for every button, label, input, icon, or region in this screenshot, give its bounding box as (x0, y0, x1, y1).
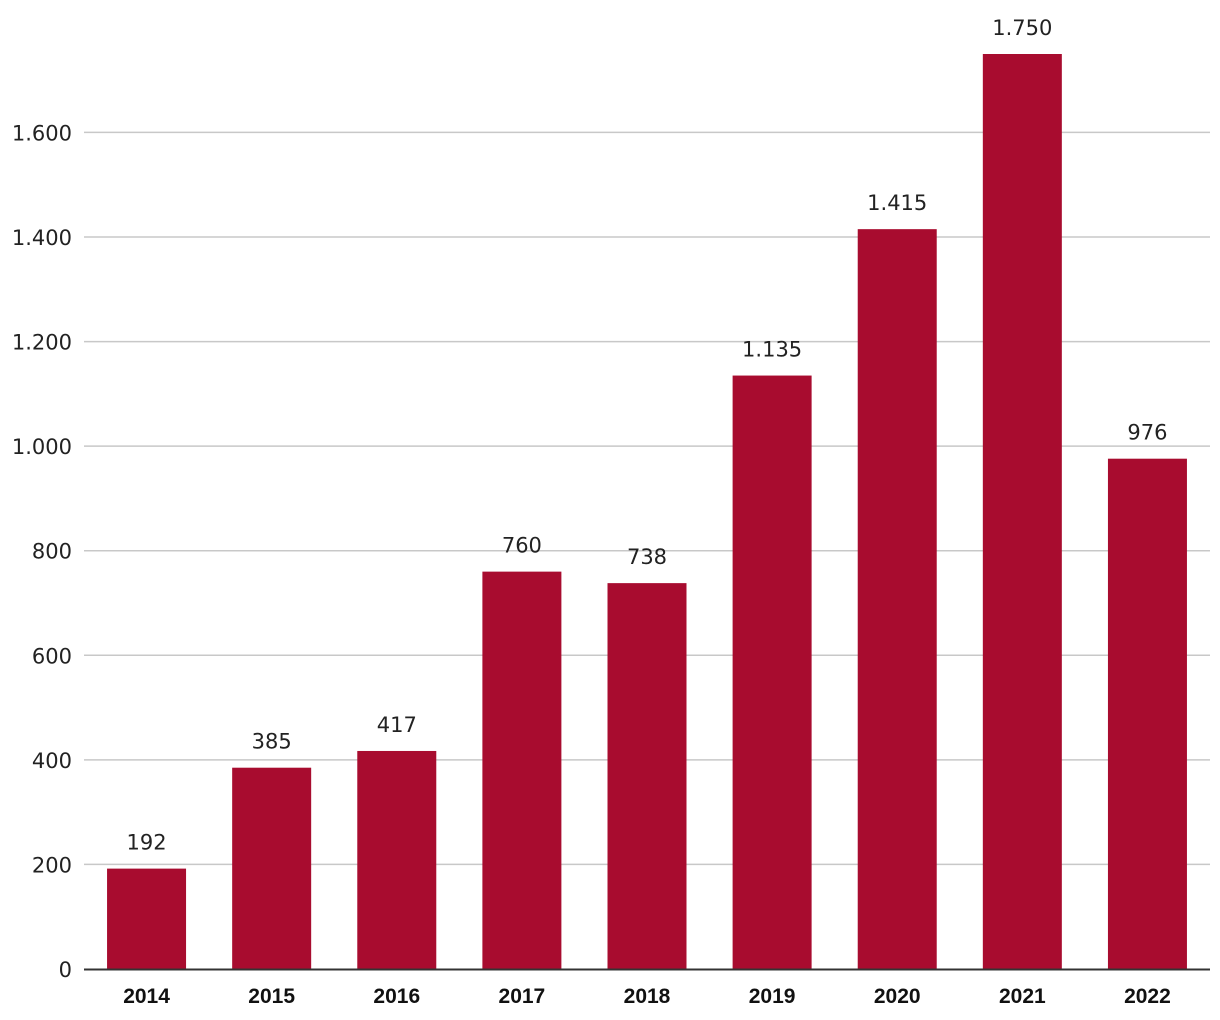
bar-2019 (732, 375, 812, 969)
value-label-2020: 1.415 (867, 191, 927, 215)
bar-2017 (482, 571, 562, 969)
value-label-2019: 1.135 (742, 338, 802, 362)
bar-2020 (857, 229, 937, 969)
x-tick-label-2020: 2020 (874, 985, 921, 1008)
x-axis-ticks: 2014 2015 2016 2017 2018 2019 2020 2021 2022 (123, 985, 1171, 1008)
value-labels: 192 385 417 760 738 1.135 1.415 1.750 976 (127, 16, 1168, 855)
value-label-2021: 1.750 (992, 16, 1052, 40)
value-label-2017: 760 (502, 534, 542, 558)
bar-2018 (607, 583, 687, 969)
x-tick-label-2018: 2018 (624, 985, 671, 1008)
x-tick-label-2017: 2017 (499, 985, 546, 1008)
y-tick-label: 0 (59, 958, 72, 982)
y-tick-label: 400 (32, 749, 72, 773)
x-tick-label-2019: 2019 (749, 985, 796, 1008)
y-tick-label: 1.000 (12, 435, 72, 459)
y-tick-label: 1.400 (12, 226, 72, 250)
bar-2016 (357, 750, 437, 969)
value-label-2018: 738 (627, 545, 667, 569)
y-tick-label: 1.200 (12, 331, 72, 355)
bar-2022 (1107, 458, 1187, 969)
y-tick-label: 800 (32, 540, 72, 564)
bars (107, 54, 1187, 969)
bar-2021 (982, 54, 1062, 969)
y-axis-ticks: 0 200 400 600 800 1.000 1.200 1.400 1.600 (12, 121, 72, 982)
y-tick-label: 200 (32, 853, 72, 877)
y-tick-label: 600 (32, 644, 72, 668)
x-tick-label-2022: 2022 (1124, 985, 1171, 1008)
value-label-2022: 976 (1127, 421, 1167, 445)
y-tick-label: 1.600 (12, 121, 72, 145)
bar-2014 (107, 868, 187, 969)
value-label-2014: 192 (127, 831, 167, 855)
x-tick-label-2021: 2021 (999, 985, 1046, 1008)
bar-2015 (232, 767, 312, 969)
value-label-2016: 417 (377, 713, 417, 737)
x-tick-label-2016: 2016 (373, 985, 420, 1008)
x-tick-label-2015: 2015 (248, 985, 295, 1008)
value-label-2015: 385 (252, 730, 292, 754)
x-tick-label-2014: 2014 (123, 985, 170, 1008)
